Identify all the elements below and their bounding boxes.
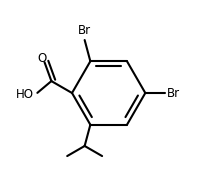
Text: O: O: [38, 52, 47, 65]
Text: HO: HO: [16, 88, 34, 101]
Text: Br: Br: [167, 86, 180, 100]
Text: Br: Br: [78, 25, 91, 37]
